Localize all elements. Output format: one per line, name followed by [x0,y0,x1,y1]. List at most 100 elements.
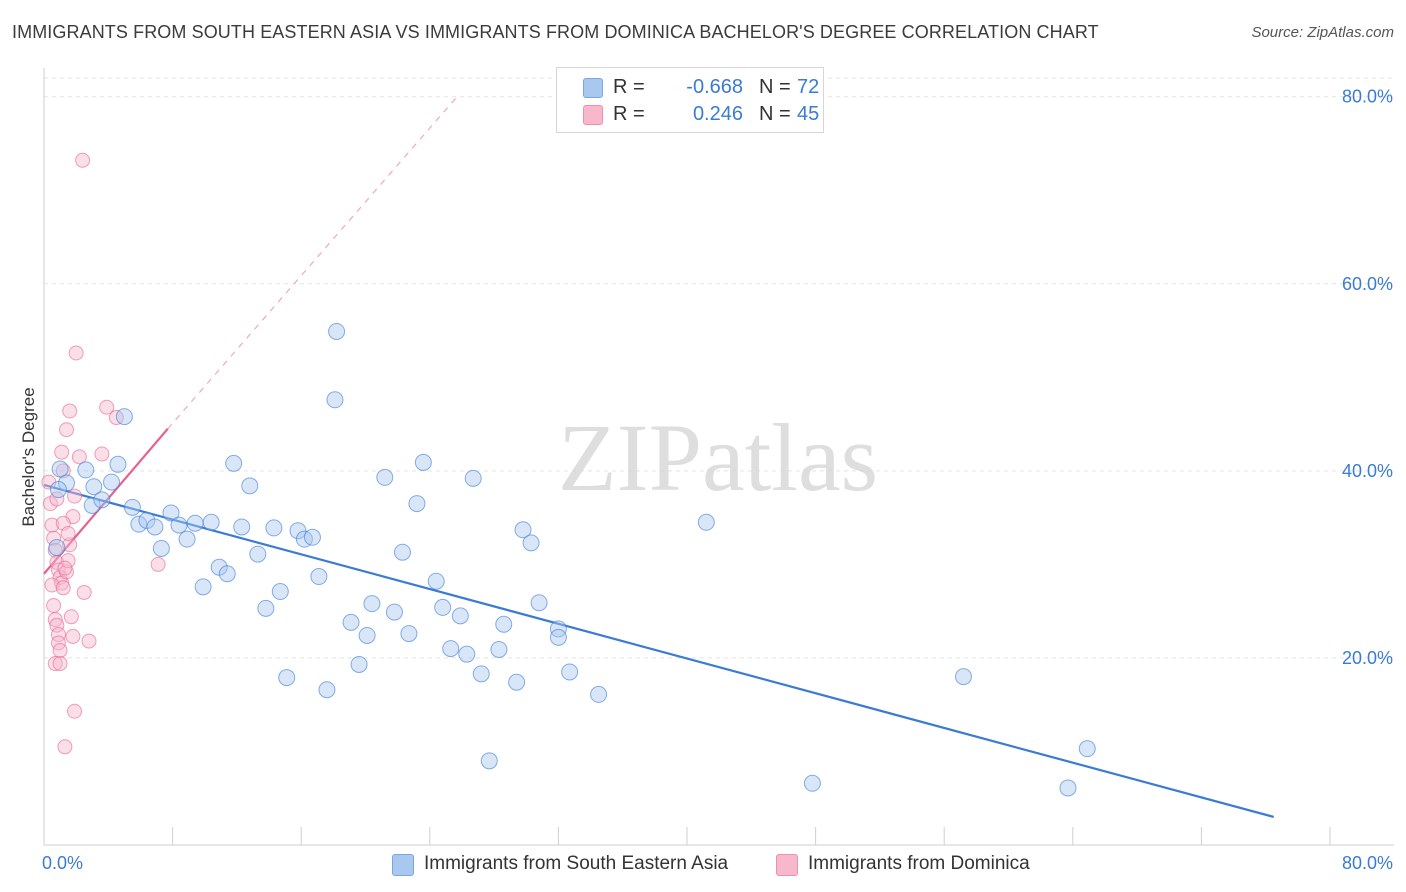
sea-point [1078,740,1096,758]
sea-point [408,495,426,513]
sea-point [451,607,469,625]
sea-point [289,522,307,540]
dominica-point [55,580,71,596]
dominica-points [41,152,166,755]
axes [43,68,1394,846]
sea-point [218,565,236,583]
sea-point [152,539,170,557]
sea-point [310,568,328,586]
sea-point [249,545,267,563]
r-value: 0.246 [692,103,743,125]
dominica-point [67,703,83,719]
sea-point [590,685,608,703]
sea-point [326,391,344,409]
series-legend: Immigrants from South Eastern Asia Immig… [0,850,1406,880]
chart-title: IMMIGRANTS FROM SOUTH EASTERN ASIA VS IM… [12,22,1099,42]
sea-point [186,514,204,532]
watermark: ZIPatlas [558,404,878,511]
sea-point [303,528,321,546]
dominica-point [50,635,66,651]
sea-point [162,504,180,522]
dominica-point [99,399,115,415]
sea-point [233,518,251,536]
dominica-point [71,449,87,465]
sea-point [414,453,432,471]
sea-point [350,655,368,673]
dominica-point [60,526,76,542]
dominica-point [76,584,92,600]
x-tick-label: 80.0% [1342,853,1393,873]
dominica-point [75,152,91,168]
dominica-point [65,628,81,644]
dominica-point [52,642,68,658]
stats-legend: R = -0.668 N = 72 R = 0.246 N = 45 [556,67,824,133]
sea-point [530,594,548,612]
sea-point [103,473,121,491]
sea-point [328,322,346,340]
r-label: R = [613,76,645,98]
sea-point [434,598,452,616]
sea-point [178,530,196,548]
sea-trend-line [43,483,1275,819]
sea-point [241,477,259,495]
dominica-point [59,422,75,438]
gridlines [44,77,1394,659]
sea-points [48,322,1096,797]
r-label: R = [613,103,645,125]
dominica-point [49,617,65,633]
r-value: -0.668 [686,76,743,98]
sea-point [271,583,289,601]
sea-point [278,669,296,687]
sea-point [115,408,133,426]
dominica-trend-extension [167,96,458,430]
sea-point [265,519,283,537]
dominica-point [46,530,62,546]
sea-point [257,599,275,617]
dominica-point [47,612,63,628]
sea-point [490,641,508,659]
sea-point [123,498,141,516]
sea-point [954,668,972,686]
n-value: 45 [797,103,820,125]
sea-point [358,626,376,644]
dominica-point [60,553,76,569]
sea-point [508,673,526,691]
sea-point [480,752,498,770]
dominica-point [67,488,83,504]
dominica-point [44,517,60,533]
y-tick-label: 60.0% [1342,274,1393,294]
sea-point [318,681,336,699]
dominica-point [63,609,79,625]
dominica-point [81,633,97,649]
sea-point [495,615,513,633]
dominica-point [94,446,110,462]
sea-point [83,496,101,514]
sea-point [109,455,127,473]
sea-point [202,513,220,531]
dominica-point [46,598,62,614]
sea-point [393,543,411,561]
sea-point [130,515,148,533]
sea-point [442,640,460,658]
sea-point [342,613,360,631]
sea-point [472,665,490,683]
sea-point [363,595,381,613]
dominica-point [44,577,60,593]
y-axis-label: Bachelor's Degree [19,387,38,526]
sea-point [93,491,111,509]
legend-label: Immigrants from South Eastern Asia [424,853,729,874]
dominica-point [52,656,68,672]
sea-legend-swatch [392,854,414,876]
tick-labels: 20.0% 40.0% 60.0% 80.0% 0.0% 80.0% [42,87,1393,873]
dominica-swatch [583,105,603,125]
n-label: N = [759,103,791,125]
dominica-legend-swatch [776,854,798,876]
sea-point [49,481,67,499]
sea-point [549,628,567,646]
sea-point [803,774,821,792]
dominica-point [50,627,66,643]
sea-point [194,578,212,596]
legend-label: Immigrants from Dominica [808,853,1030,874]
sea-point [464,469,482,487]
